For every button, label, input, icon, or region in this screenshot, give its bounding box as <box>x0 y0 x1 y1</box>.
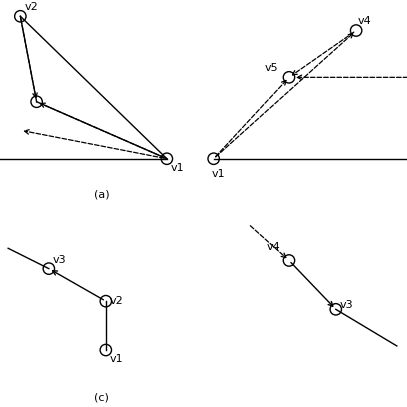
Text: v3: v3 <box>53 254 66 265</box>
Text: v4: v4 <box>358 16 372 26</box>
Text: (a): (a) <box>94 189 109 199</box>
Text: v1: v1 <box>110 354 123 364</box>
Text: v2: v2 <box>24 2 38 12</box>
Text: (c): (c) <box>94 393 109 403</box>
Text: v3: v3 <box>340 300 353 310</box>
Text: v2: v2 <box>110 296 124 306</box>
Text: v4: v4 <box>267 242 281 252</box>
Text: v5: v5 <box>265 63 278 73</box>
Text: v1: v1 <box>171 163 184 173</box>
Text: v1: v1 <box>212 169 225 179</box>
